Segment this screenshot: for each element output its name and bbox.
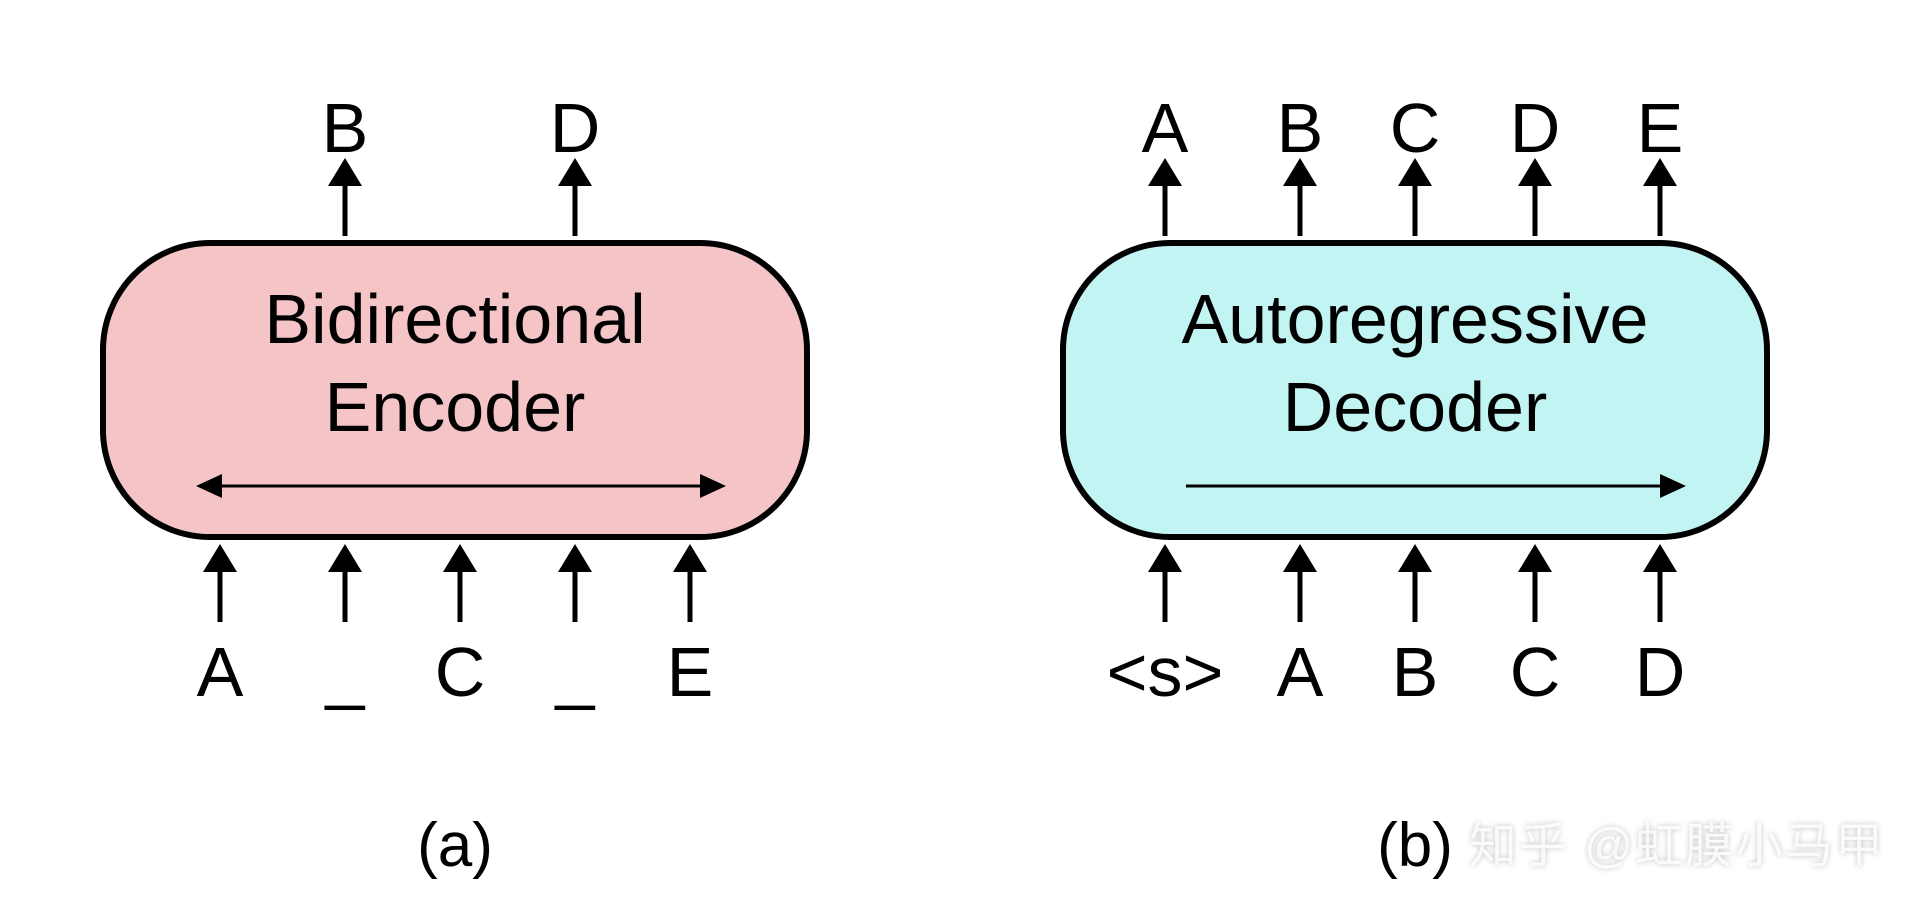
- encoder-arrows-icon: [0, 0, 960, 901]
- decoder-arrows-icon: [960, 0, 1920, 901]
- encoder-panel: BD Bidirectional Encoder A_C_E (a): [0, 0, 960, 901]
- encoder-caption: (a): [417, 810, 493, 881]
- decoder-caption: (b): [1377, 810, 1453, 881]
- decoder-panel: ABCDE Autoregressive Decoder <s>ABCD (b): [960, 0, 1920, 901]
